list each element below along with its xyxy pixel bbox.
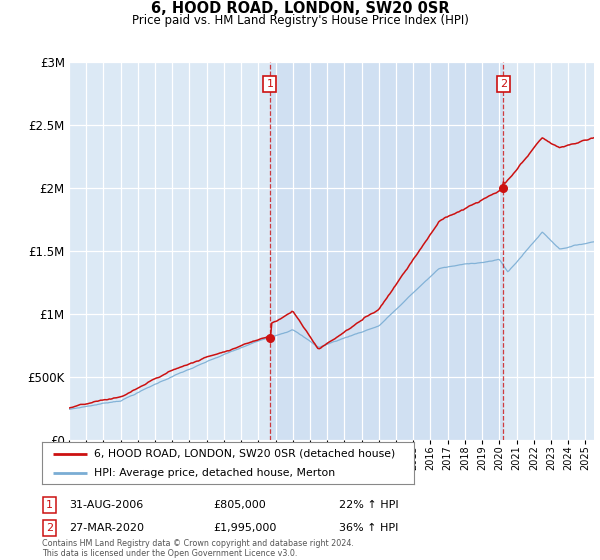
Text: £1,995,000: £1,995,000	[213, 523, 277, 533]
Bar	[270, 62, 503, 440]
Text: 36% ↑ HPI: 36% ↑ HPI	[339, 523, 398, 533]
Text: £805,000: £805,000	[213, 500, 266, 510]
Text: 6, HOOD ROAD, LONDON, SW20 0SR (detached house): 6, HOOD ROAD, LONDON, SW20 0SR (detached…	[94, 449, 395, 459]
Text: 27-MAR-2020: 27-MAR-2020	[69, 523, 144, 533]
Text: 6, HOOD ROAD, LONDON, SW20 0SR: 6, HOOD ROAD, LONDON, SW20 0SR	[151, 1, 449, 16]
Text: HPI: Average price, detached house, Merton: HPI: Average price, detached house, Mert…	[94, 468, 335, 478]
Text: 1: 1	[266, 80, 274, 89]
Text: 1: 1	[46, 500, 53, 510]
Text: 2: 2	[500, 80, 507, 89]
Text: 22% ↑ HPI: 22% ↑ HPI	[339, 500, 398, 510]
Text: Contains HM Land Registry data © Crown copyright and database right 2024.
This d: Contains HM Land Registry data © Crown c…	[42, 539, 354, 558]
Text: Price paid vs. HM Land Registry's House Price Index (HPI): Price paid vs. HM Land Registry's House …	[131, 14, 469, 27]
Text: 31-AUG-2006: 31-AUG-2006	[69, 500, 143, 510]
Text: 2: 2	[46, 523, 53, 533]
